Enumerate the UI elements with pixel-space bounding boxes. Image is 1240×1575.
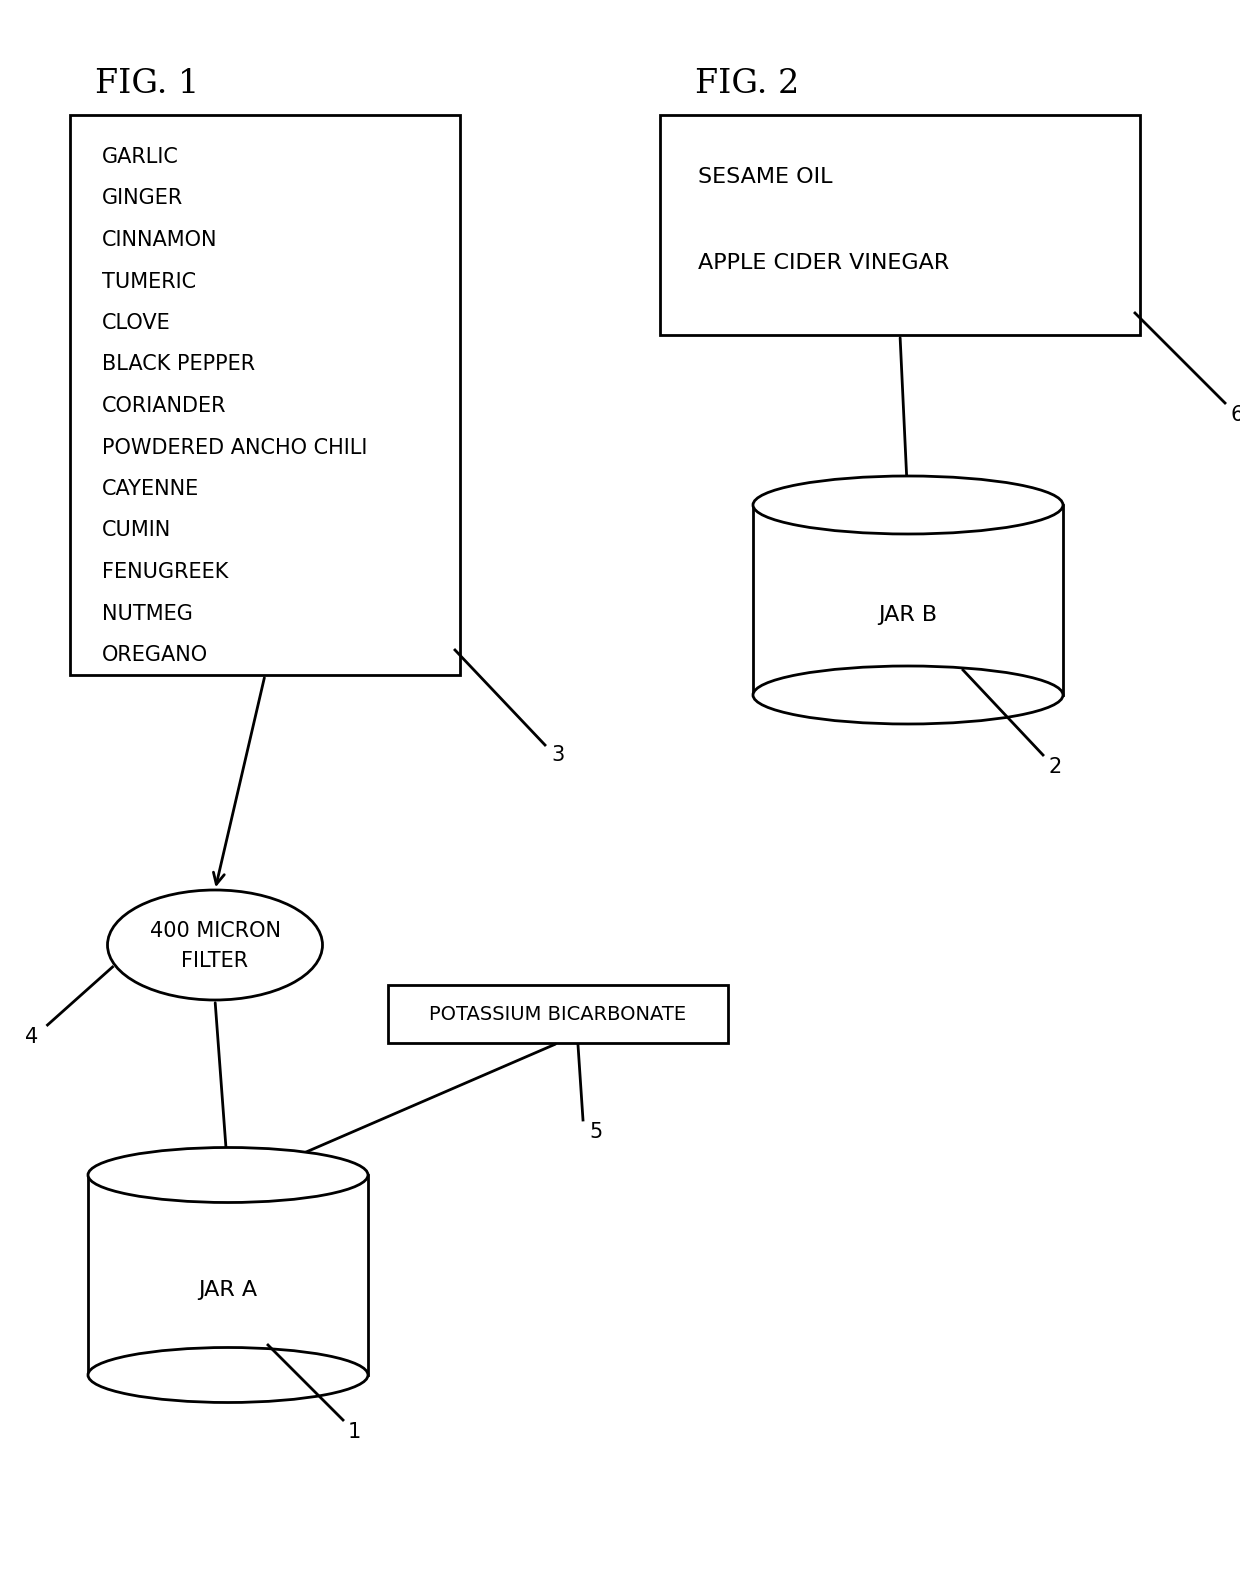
Text: JAR A: JAR A <box>198 1280 258 1299</box>
Text: CLOVE: CLOVE <box>102 313 171 332</box>
Bar <box>69 115 460 676</box>
Text: FIG. 2: FIG. 2 <box>694 68 800 99</box>
Text: FENUGREEK: FENUGREEK <box>102 562 228 583</box>
Text: 2: 2 <box>1049 758 1063 776</box>
Ellipse shape <box>88 1348 368 1402</box>
Text: BLACK PEPPER: BLACK PEPPER <box>102 354 255 375</box>
Text: 4: 4 <box>26 1027 38 1047</box>
Text: GARLIC: GARLIC <box>102 146 179 167</box>
Text: FIG. 1: FIG. 1 <box>95 68 200 99</box>
Text: APPLE CIDER VINEGAR: APPLE CIDER VINEGAR <box>698 254 950 272</box>
Ellipse shape <box>108 890 322 1000</box>
Text: FILTER: FILTER <box>181 951 248 972</box>
Text: POTASSIUM BICARBONATE: POTASSIUM BICARBONATE <box>429 1005 687 1024</box>
Text: GINGER: GINGER <box>102 189 184 208</box>
Bar <box>88 1175 368 1375</box>
Text: CINNAMON: CINNAMON <box>102 230 217 250</box>
Text: OREGANO: OREGANO <box>102 646 208 665</box>
Text: TUMERIC: TUMERIC <box>102 271 196 291</box>
Ellipse shape <box>753 666 1063 725</box>
Text: CAYENNE: CAYENNE <box>102 479 200 499</box>
Text: 400 MICRON: 400 MICRON <box>150 921 280 940</box>
Text: 6: 6 <box>1231 405 1240 425</box>
Text: 3: 3 <box>551 745 564 765</box>
Text: 1: 1 <box>348 1422 361 1443</box>
Bar <box>753 506 1063 695</box>
Text: CUMIN: CUMIN <box>102 520 171 540</box>
Text: JAR B: JAR B <box>878 605 937 625</box>
Text: 5: 5 <box>589 1121 603 1142</box>
Ellipse shape <box>753 476 1063 534</box>
Text: POWDERED ANCHO CHILI: POWDERED ANCHO CHILI <box>102 438 367 457</box>
Text: SESAME OIL: SESAME OIL <box>698 167 832 187</box>
Text: CORIANDER: CORIANDER <box>102 395 227 416</box>
Bar <box>388 984 728 1043</box>
Text: NUTMEG: NUTMEG <box>102 603 193 624</box>
Bar <box>660 115 1140 335</box>
Ellipse shape <box>88 1148 368 1202</box>
